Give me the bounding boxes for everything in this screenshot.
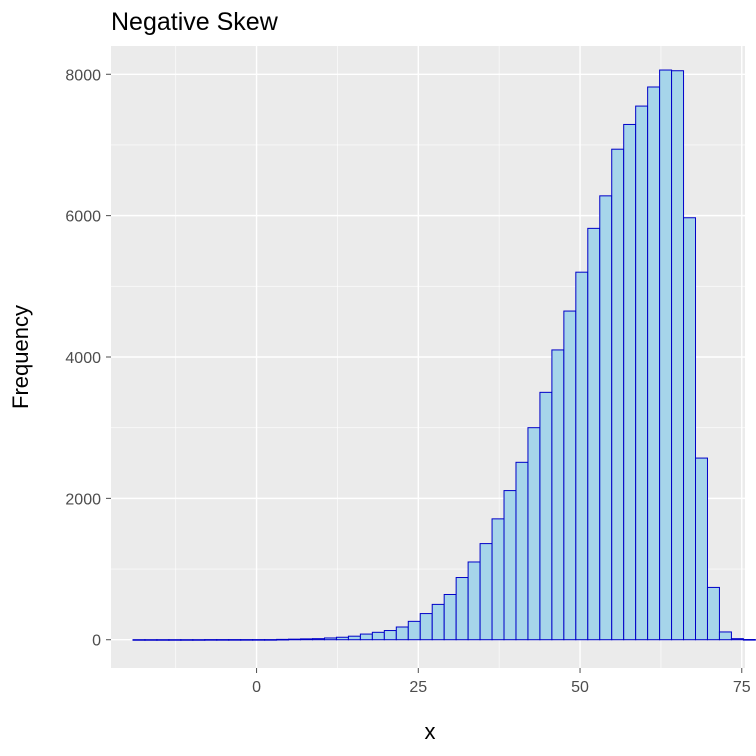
- histogram-bar: [467, 561, 481, 641]
- histogram-bar: [276, 638, 290, 641]
- y-tick-label: 6000: [65, 209, 101, 226]
- histogram-bar: [216, 639, 230, 641]
- histogram-bar: [371, 631, 385, 641]
- histogram-bar: [683, 217, 697, 641]
- histogram-bar: [132, 639, 146, 641]
- histogram-bar: [695, 457, 708, 641]
- histogram-bar: [443, 593, 457, 641]
- histogram-bar: [659, 69, 673, 641]
- axis-layer: 0 25 50 75 0 2000 4000 6000 8000: [65, 67, 750, 696]
- histogram-bar: [144, 639, 158, 641]
- histogram-bar: [706, 586, 720, 641]
- y-tick-label: 2000: [65, 491, 101, 508]
- histogram-bar: [671, 70, 685, 641]
- histogram-bar: [623, 123, 637, 641]
- histogram-bar: [742, 639, 756, 641]
- histogram-bar: [407, 620, 421, 641]
- histogram-bar: [455, 577, 469, 641]
- histogram-bar: [587, 227, 601, 641]
- histogram-bar: [611, 148, 625, 641]
- histogram-bar: [527, 427, 541, 641]
- histogram-bar: [323, 637, 337, 641]
- histogram-bar: [730, 638, 744, 641]
- y-tick-label: 4000: [65, 350, 101, 367]
- histogram-bar: [515, 461, 529, 641]
- histogram-bar: [180, 639, 194, 641]
- histogram-bar: [168, 639, 182, 641]
- bars-layer: [132, 69, 756, 641]
- histogram-bar: [335, 636, 349, 641]
- x-tick-label: 75: [733, 679, 751, 696]
- histogram-bar: [431, 603, 445, 641]
- histogram-bar: [383, 630, 397, 641]
- histogram-bar: [264, 639, 278, 641]
- histogram-bar: [635, 105, 649, 641]
- histogram-bar: [503, 490, 517, 641]
- x-axis-label: x: [425, 719, 436, 744]
- histogram-bar: [539, 391, 553, 641]
- histogram-bar: [718, 631, 732, 641]
- histogram-bar: [252, 639, 266, 641]
- x-tick-label: 0: [252, 679, 261, 696]
- histogram-bar: [192, 639, 206, 641]
- histogram-bar: [491, 518, 505, 641]
- histogram-bar: [228, 639, 242, 641]
- y-axis-label: Frequency: [8, 305, 33, 409]
- histogram-bar: [300, 638, 314, 641]
- y-tick-label: 0: [92, 633, 101, 650]
- x-tick-label: 50: [571, 679, 589, 696]
- histogram-bar: [395, 626, 409, 641]
- histogram-bar: [156, 639, 170, 641]
- histogram-bar: [647, 86, 661, 641]
- histogram-bar: [551, 349, 565, 641]
- chart-title: Negative Skew: [111, 8, 279, 36]
- histogram-bar: [347, 635, 361, 641]
- histogram-bar: [563, 310, 577, 641]
- histogram-bar: [479, 543, 493, 641]
- histogram-bar: [288, 638, 302, 641]
- histogram-bar: [575, 271, 589, 641]
- y-tick-label: 8000: [65, 67, 101, 84]
- histogram-bar: [240, 639, 254, 641]
- histogram-bar: [204, 639, 218, 641]
- histogram-bar: [419, 613, 433, 641]
- histogram-bar: [312, 638, 325, 641]
- histogram-bar: [599, 195, 613, 641]
- histogram-bar: [359, 633, 373, 641]
- x-tick-label: 25: [409, 679, 427, 696]
